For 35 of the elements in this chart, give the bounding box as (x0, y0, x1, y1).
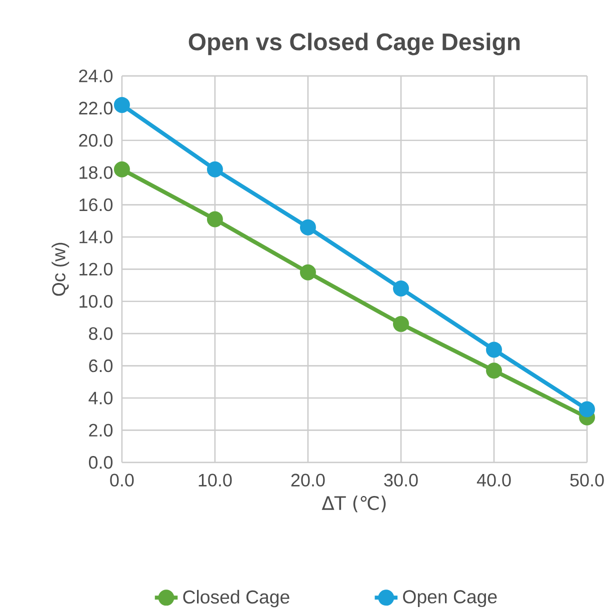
point (300, 264, 316, 280)
y-tick-label: 4.0 (88, 392, 113, 404)
y-tick-label: 6.0 (89, 359, 113, 372)
y-tick-label: 8.0 (89, 327, 113, 340)
y-tick-label: 10.0 (80, 295, 113, 308)
y-tick-label: 22.0 (79, 102, 113, 115)
legend-label: Closed Cage (183, 590, 290, 608)
y-tick-label: 0.0 (89, 456, 113, 469)
legend-label: Open Cage (403, 590, 497, 608)
y-tick-label: 24.0 (79, 70, 113, 82)
y-tick-label: 2.0 (89, 424, 113, 437)
x-tick-label: 0.0 (110, 474, 134, 487)
x-tick-label: 20.0 (292, 474, 325, 487)
x-tick-label: 30.0 (384, 474, 418, 487)
point (207, 161, 224, 178)
chart-title: Open vs Closed Cage Design (188, 32, 520, 56)
y-tick-label: 14.0 (80, 230, 113, 244)
point (393, 316, 410, 332)
y-tick-label: 16.0 (80, 198, 113, 212)
point (300, 219, 316, 236)
y-tick-label: 12.0 (80, 262, 113, 276)
x-tick-label: 40.0 (477, 474, 511, 487)
point (114, 161, 130, 178)
x-tick-label: 50.0 (570, 474, 604, 487)
x-axis-title: ΔT (℃) (322, 496, 386, 512)
y-axis-title: Qc (w) (52, 242, 70, 296)
point (579, 401, 596, 418)
point (114, 96, 130, 113)
y-tick-label: 18.0 (80, 166, 113, 179)
point (486, 362, 502, 379)
point (207, 211, 224, 228)
point (393, 280, 410, 297)
y-tick-label: 20.0 (79, 134, 113, 147)
point (486, 342, 502, 358)
x-tick-label: 10.0 (198, 474, 232, 487)
